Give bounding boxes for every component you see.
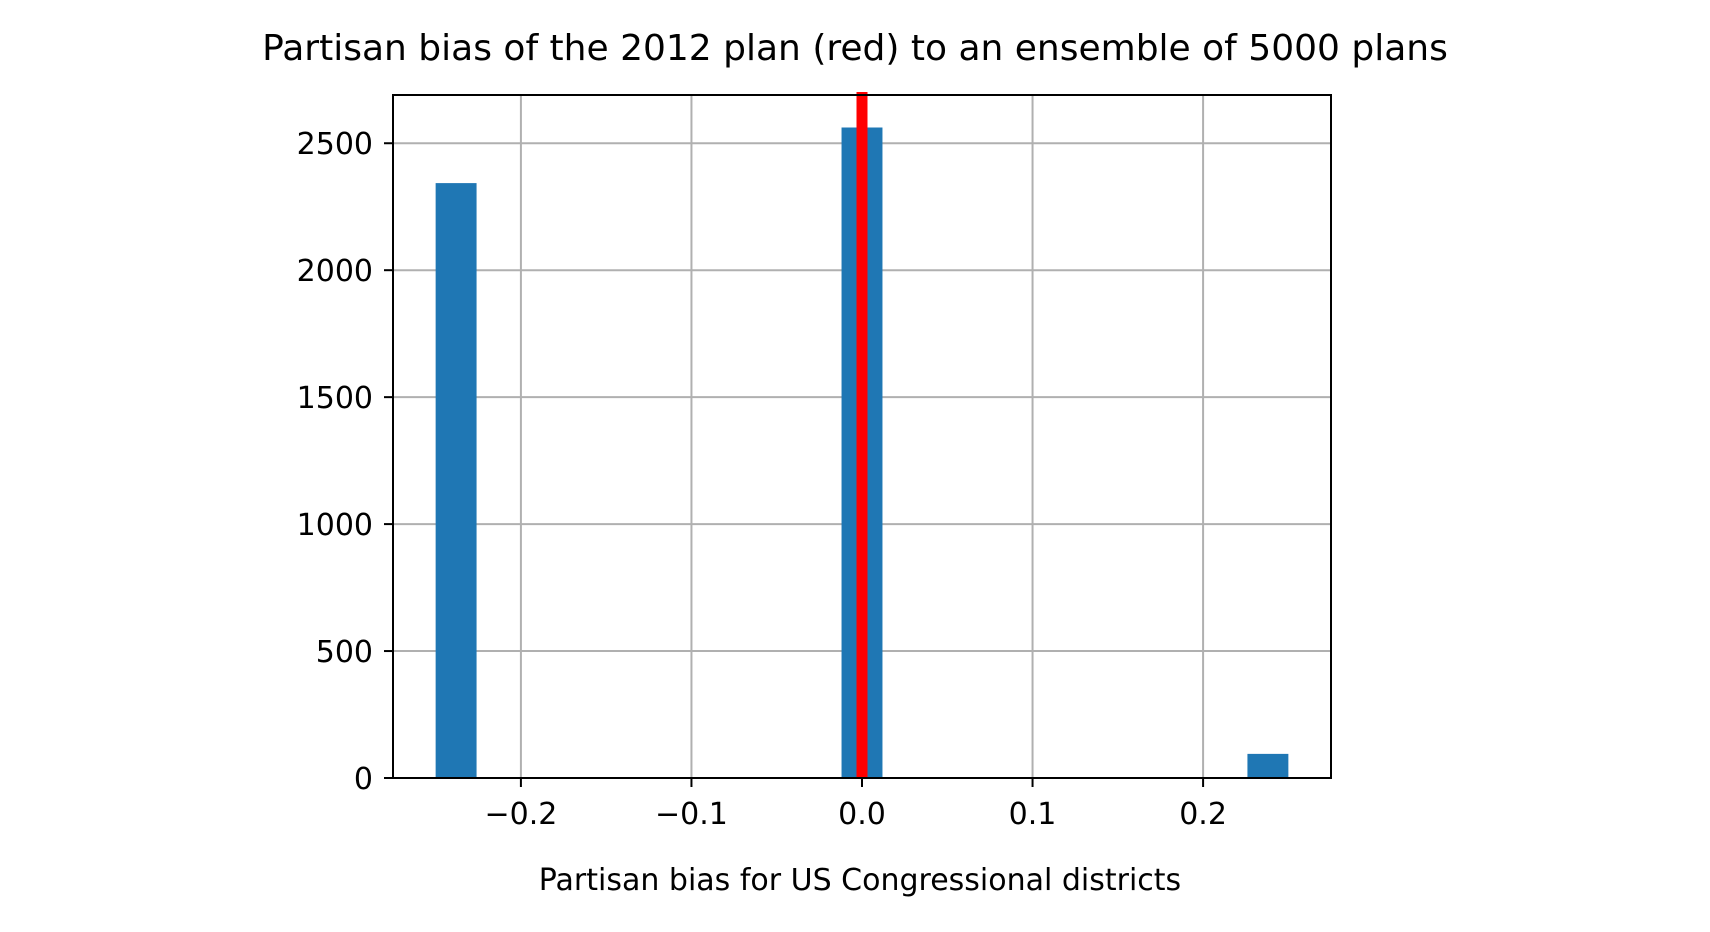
bars bbox=[435, 127, 1289, 778]
y-tick-label-0: 0 bbox=[354, 762, 373, 797]
x-tick-label-4: 0.2 bbox=[1179, 797, 1227, 832]
x-tick-label-1: −0.1 bbox=[655, 797, 728, 832]
x-axis-label: Partisan bias for US Congressional distr… bbox=[539, 863, 1181, 898]
y-tick-label-4: 2000 bbox=[297, 254, 373, 289]
y-tick-label-1: 500 bbox=[316, 635, 373, 670]
y-axis-ticks: 0 500 1000 1500 2000 2500 bbox=[297, 127, 393, 797]
x-tick-label-2: 0.0 bbox=[838, 797, 886, 832]
chart-title: Partisan bias of the 2012 plan (red) to … bbox=[262, 28, 1448, 69]
x-tick-label-3: 0.1 bbox=[1009, 797, 1057, 832]
x-tick-label-0: −0.2 bbox=[484, 797, 557, 832]
x-axis-ticks: −0.2 −0.1 0.0 0.1 0.2 bbox=[484, 778, 1227, 832]
y-tick-label-3: 1500 bbox=[297, 381, 373, 416]
histogram-bar-2 bbox=[1247, 753, 1289, 778]
y-tick-label-2: 1000 bbox=[297, 508, 373, 543]
y-tick-label-5: 2500 bbox=[297, 127, 373, 162]
histogram-bar-0 bbox=[435, 183, 477, 778]
